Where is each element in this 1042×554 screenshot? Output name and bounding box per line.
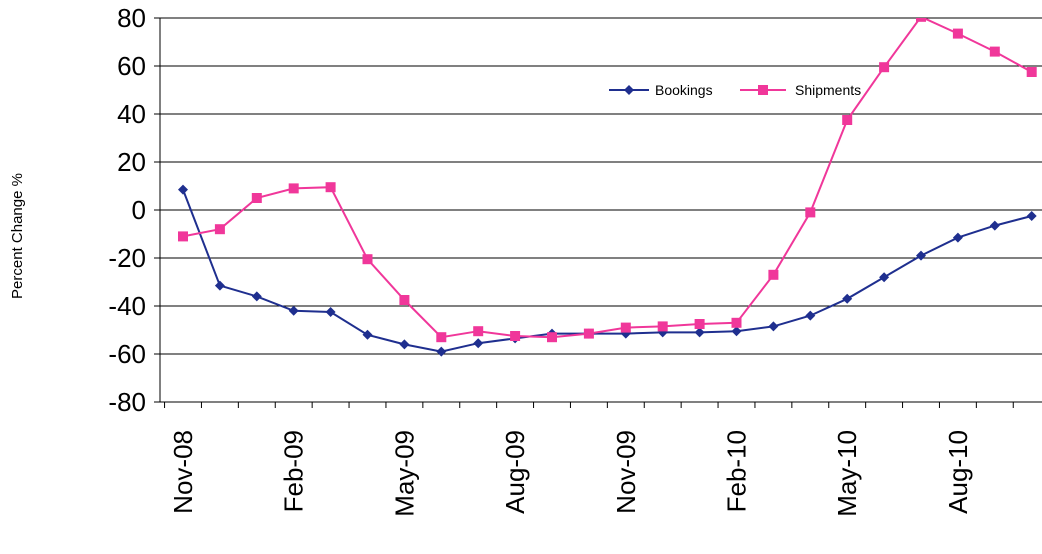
data-point-bookings <box>768 321 779 332</box>
data-point-bookings <box>731 326 742 337</box>
x-tick-label: Nov-08 <box>168 430 198 514</box>
data-point-shipments <box>989 46 1000 57</box>
y-tick-label: 80 <box>117 3 146 33</box>
data-point-shipments <box>325 182 336 193</box>
data-point-bookings <box>879 272 890 283</box>
data-point-bookings <box>694 327 705 338</box>
x-tick-label: Feb-10 <box>722 430 752 512</box>
data-point-shipments <box>473 326 484 337</box>
legend-label-bookings: Bookings <box>655 82 713 98</box>
data-point-shipments <box>510 331 521 341</box>
x-tick-label: Feb-09 <box>279 430 309 512</box>
data-point-bookings <box>1026 211 1037 221</box>
data-point-shipments <box>362 254 373 265</box>
data-point-bookings <box>325 307 336 317</box>
data-point-shipments <box>620 322 631 333</box>
data-point-bookings <box>362 329 373 340</box>
data-point-shipments <box>288 183 299 194</box>
series <box>178 18 1037 357</box>
data-point-bookings <box>214 280 225 291</box>
x-tick-label: Aug-10 <box>943 430 973 514</box>
data-point-shipments <box>436 332 447 343</box>
data-point-shipments <box>251 193 262 203</box>
data-point-shipments <box>731 317 742 328</box>
data-point-shipments <box>768 269 779 280</box>
data-point-shipments <box>842 115 853 125</box>
data-point-shipments <box>694 319 705 329</box>
legend-marker-shipments <box>758 85 768 95</box>
x-tick-label: Nov-09 <box>611 430 641 514</box>
y-tick-label: 20 <box>117 147 146 177</box>
x-tick-labels: Nov-08 Feb-09 May-09 Aug-09 Nov-09 Feb-10 May-… <box>168 430 973 517</box>
data-point-shipments <box>178 231 188 242</box>
data-point-bookings <box>178 184 188 195</box>
y-tick-label: -60 <box>108 339 146 369</box>
series-line-bookings <box>182 189 1032 353</box>
data-point-shipments <box>214 224 225 235</box>
data-point-bookings <box>251 291 262 302</box>
series-shipments <box>178 18 1037 343</box>
x-tick-label: May-09 <box>389 430 419 517</box>
legend-label-shipments: Shipments <box>795 82 861 98</box>
data-point-shipments <box>1026 67 1037 77</box>
data-point-shipments <box>583 328 594 339</box>
y-tick-label: -20 <box>108 243 146 273</box>
data-point-shipments <box>399 295 410 305</box>
data-point-bookings <box>989 220 1000 231</box>
axes <box>154 17 1042 408</box>
legend-marker-shape <box>758 85 768 95</box>
data-point-shipments <box>916 18 926 22</box>
data-point-bookings <box>436 346 447 357</box>
y-tick-labels: 80 60 40 20 0 -20 -40 -60 -80 <box>108 3 146 417</box>
x-tick-label: Aug-09 <box>500 430 530 514</box>
data-point-shipments <box>547 332 557 343</box>
data-point-bookings <box>952 232 963 243</box>
data-point-bookings <box>916 250 926 261</box>
y-tick-label: 40 <box>117 99 146 129</box>
y-tick-label: 0 <box>132 195 146 225</box>
data-point-bookings <box>473 338 484 349</box>
legend: Bookings Shipments <box>609 82 861 98</box>
series-line-shipments <box>182 18 1033 339</box>
data-point-shipments <box>879 62 890 73</box>
y-tick-label: -40 <box>108 291 146 321</box>
legend-marker-bookings <box>624 85 634 95</box>
data-point-bookings <box>805 310 816 321</box>
y-tick-label: -80 <box>108 387 146 417</box>
y-axis-label: Percent Change % <box>9 173 26 299</box>
data-point-bookings <box>842 293 853 304</box>
data-point-shipments <box>952 28 963 39</box>
data-point-shipments <box>805 207 816 218</box>
data-point-bookings <box>399 339 410 350</box>
legend-marker-shape <box>624 85 634 95</box>
data-point-shipments <box>657 321 668 332</box>
gridlines <box>160 17 1042 355</box>
y-tick-label: 60 <box>117 51 146 81</box>
data-point-bookings <box>288 305 299 316</box>
x-tick-label: May-10 <box>832 430 862 517</box>
